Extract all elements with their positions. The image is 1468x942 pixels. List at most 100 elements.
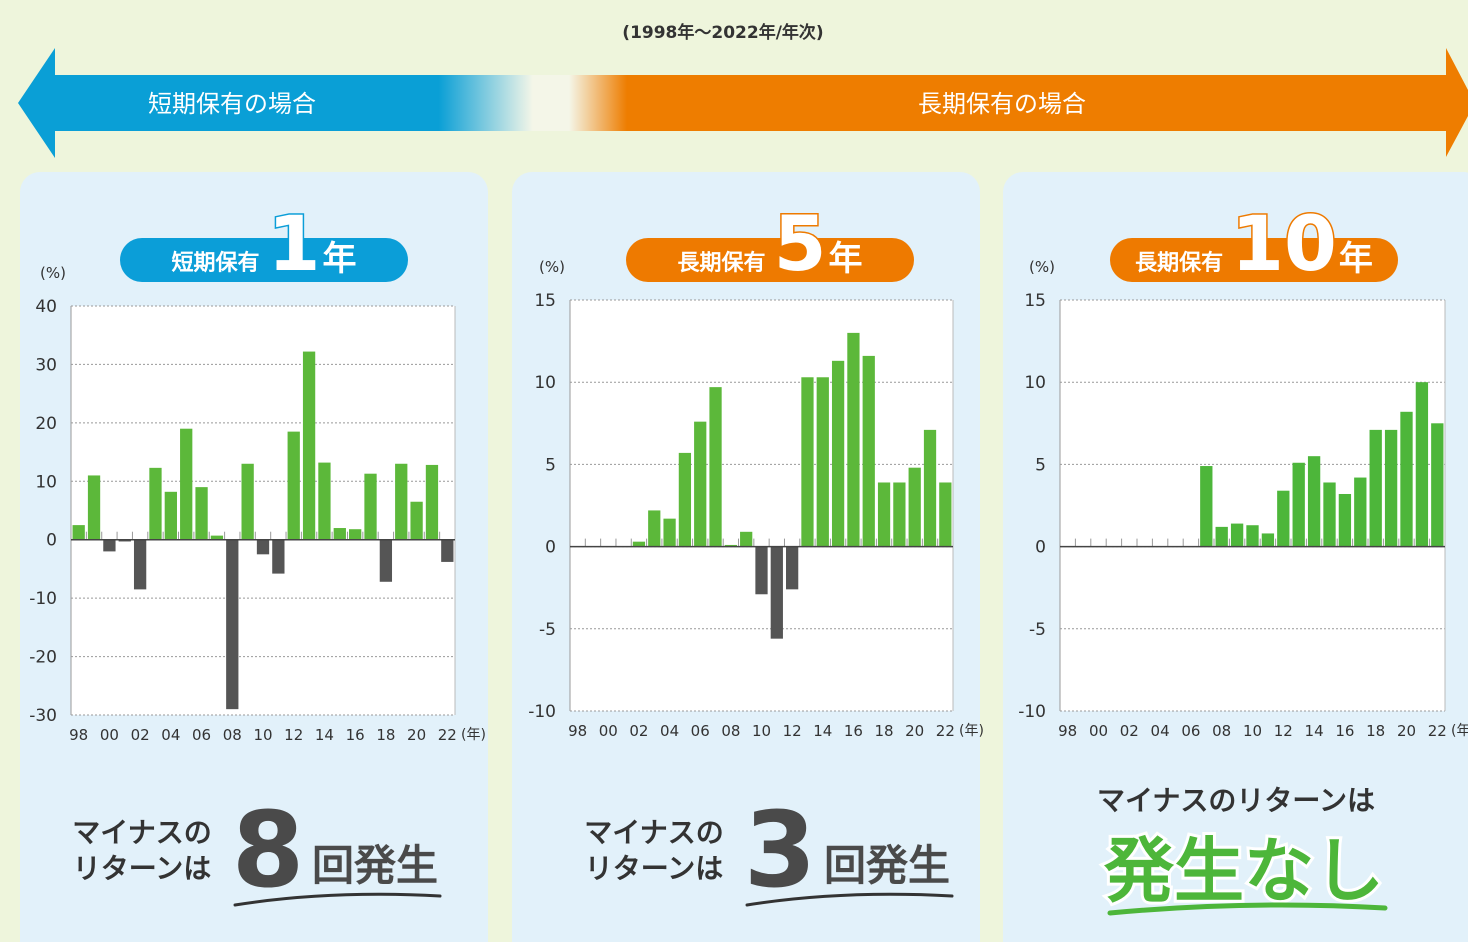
- x-unit: (年): [461, 727, 486, 743]
- x-tick-label: 10: [752, 722, 771, 740]
- x-tick-label: 04: [660, 722, 679, 740]
- bar: [1246, 525, 1259, 547]
- bar: [379, 539, 393, 582]
- bar: [149, 467, 162, 540]
- bar: [364, 473, 377, 540]
- y-tick-label: 10: [534, 373, 556, 393]
- y-tick-label: 30: [35, 355, 57, 375]
- y-tick-label: 20: [35, 414, 57, 434]
- bar: [893, 482, 906, 547]
- summary-line: マイナスの: [72, 816, 211, 849]
- badge-text: 長期保有 5年: [678, 199, 863, 288]
- y-tick-label: 40: [35, 297, 57, 317]
- bar: [862, 355, 875, 547]
- x-tick-label: 16: [1335, 722, 1354, 740]
- bar: [1431, 423, 1444, 547]
- bar: [318, 462, 331, 540]
- x-tick-label: 98: [69, 726, 88, 744]
- badge-text: 短期保有 1年: [172, 199, 357, 288]
- x-tick-label: 04: [161, 726, 180, 744]
- bar: [1369, 429, 1382, 547]
- badge-suffix: 年: [322, 239, 356, 279]
- x-tick-label: 14: [315, 726, 334, 744]
- bar: [632, 541, 646, 547]
- bar: [709, 387, 722, 547]
- x-tick-label: 14: [1305, 722, 1324, 740]
- x-tick-label: 08: [721, 722, 740, 740]
- y-tick-label: 10: [1024, 373, 1046, 393]
- x-tick-label: 02: [629, 722, 648, 740]
- bar: [1323, 482, 1336, 547]
- bar: [226, 539, 239, 710]
- bar: [1400, 411, 1413, 547]
- bar: [272, 539, 285, 574]
- y-tick-label: -5: [1029, 620, 1046, 640]
- y-tick-label: -30: [29, 706, 57, 726]
- underline: [745, 892, 954, 907]
- bar: [256, 539, 270, 555]
- bar: [770, 546, 783, 639]
- bar: [425, 464, 439, 540]
- bar: [133, 539, 147, 590]
- bar: [648, 510, 661, 547]
- bar: [241, 463, 254, 540]
- x-tick-label: 10: [1243, 722, 1262, 740]
- bar: [72, 525, 85, 540]
- bar: [195, 487, 208, 540]
- y-tick-label: 15: [1024, 291, 1046, 311]
- bar: [210, 535, 224, 540]
- bar: [1415, 382, 1429, 547]
- bar: [1200, 466, 1213, 547]
- x-tick-label: 12: [783, 722, 802, 740]
- badge-text: 長期保有 10年: [1135, 199, 1373, 288]
- badge: [1110, 238, 1398, 282]
- x-tick-label: 06: [1181, 722, 1200, 740]
- bar: [740, 531, 753, 547]
- x-tick-label: 20: [407, 726, 426, 744]
- badge-prefix: 短期保有: [172, 250, 260, 276]
- bar: [1277, 490, 1290, 547]
- bar: [87, 475, 101, 540]
- bar: [786, 546, 799, 590]
- x-tick-label: 22: [438, 726, 457, 744]
- x-unit: (年): [1451, 723, 1468, 739]
- x-tick-label: 16: [844, 722, 863, 740]
- summary-line: マイナスの: [584, 816, 723, 849]
- bar: [923, 429, 937, 547]
- x-tick-label: 10: [253, 726, 272, 744]
- plot-area: [71, 306, 455, 715]
- summary-line: リターンは: [585, 852, 724, 885]
- x-tick-label: 16: [346, 726, 365, 744]
- y-tick-label: 0: [545, 538, 556, 558]
- badge-suffix: 年: [1339, 239, 1373, 279]
- y-tick-label: -20: [29, 648, 57, 668]
- y-tick-label: 5: [1035, 455, 1046, 475]
- bar: [349, 529, 362, 540]
- bar: [103, 539, 116, 552]
- bar: [847, 332, 860, 547]
- x-tick-label: 02: [131, 726, 150, 744]
- x-tick-label: 18: [1366, 722, 1385, 740]
- badge: [626, 238, 914, 282]
- y-tick-label: -10: [29, 589, 57, 609]
- x-tick-label: 18: [376, 726, 395, 744]
- bar: [908, 467, 921, 547]
- bar: [831, 360, 845, 547]
- bar: [755, 546, 768, 595]
- badge-suffix: 年: [828, 239, 862, 279]
- x-tick-label: 20: [905, 722, 924, 740]
- x-tick-label: 12: [284, 726, 303, 744]
- x-tick-label: 00: [100, 726, 119, 744]
- x-tick-label: 02: [1120, 722, 1139, 740]
- badge-number: 1: [268, 199, 321, 288]
- y-unit: (%): [539, 258, 565, 276]
- summary-big: 発生なし: [1104, 830, 1384, 912]
- bar: [1384, 429, 1398, 547]
- y-tick-label: 0: [1035, 538, 1046, 558]
- x-tick-label: 06: [691, 722, 710, 740]
- summary-suffix: 回発生: [824, 841, 950, 890]
- badge-prefix: 長期保有: [1135, 250, 1223, 276]
- x-tick-label: 08: [1212, 722, 1231, 740]
- x-tick-label: 00: [1089, 722, 1108, 740]
